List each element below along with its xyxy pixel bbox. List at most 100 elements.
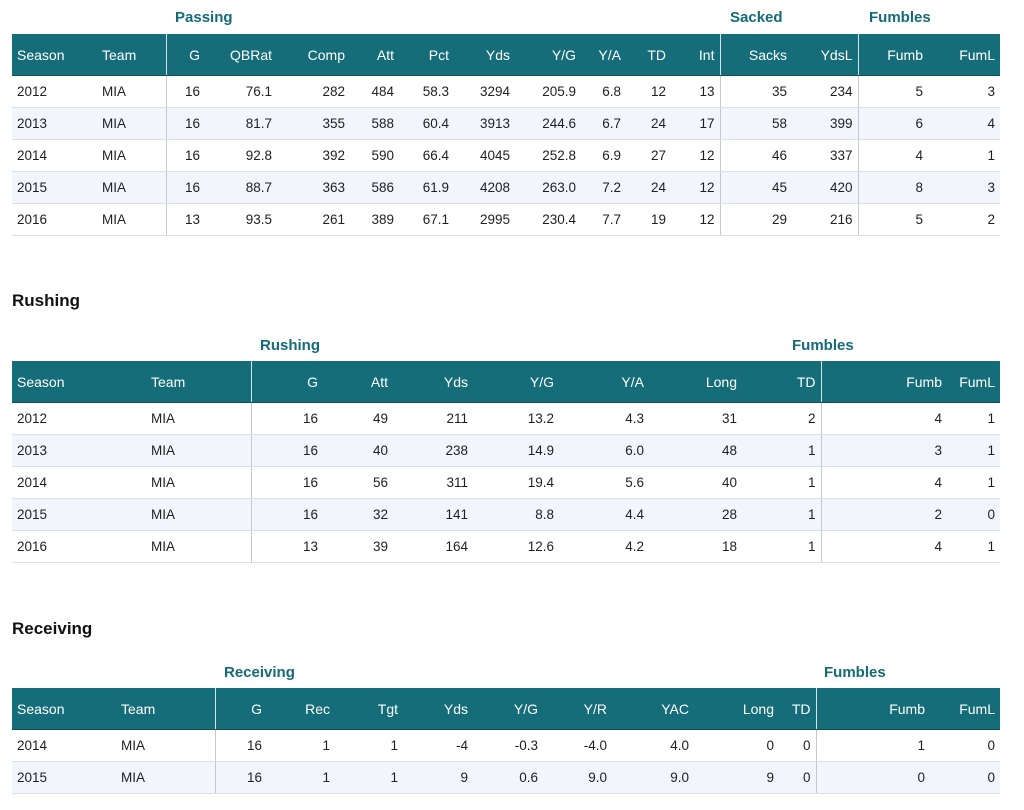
table-cell: 2 [820, 498, 947, 531]
group-label-receiving: Receiving [224, 664, 295, 681]
column-header-sacks[interactable]: Sacks [719, 34, 792, 76]
column-header-season[interactable]: Season [12, 688, 116, 730]
table-cell: 355 [277, 107, 350, 140]
group-label-fumbles: Fumbles [792, 337, 854, 354]
column-header-td[interactable]: TD [779, 688, 816, 730]
table-cell: 56 [323, 466, 393, 499]
column-header-fumb[interactable]: Fumb [815, 688, 930, 730]
column-header-fuml[interactable]: FumL [928, 34, 1000, 76]
table-cell: 28 [649, 498, 742, 531]
column-header-y-g[interactable]: Y/G [473, 688, 543, 730]
column-header-fuml[interactable]: FumL [930, 688, 1000, 730]
table-cell: 8 [857, 171, 928, 204]
group-label-fumbles: Fumbles [824, 664, 886, 681]
table-cell: -4 [403, 729, 473, 762]
table-cell: 13 [165, 203, 205, 236]
column-header-yds[interactable]: Yds [403, 688, 473, 730]
column-header-rec[interactable]: Rec [267, 688, 335, 730]
column-header-qbrat[interactable]: QBRat [205, 34, 277, 76]
table-cell: 244.6 [515, 107, 581, 140]
column-header-yac[interactable]: YAC [612, 688, 694, 730]
table-cell: 2014 [12, 139, 97, 172]
column-header-y-g[interactable]: Y/G [473, 361, 559, 403]
table-cell: 1 [742, 498, 821, 531]
table-cell: 2 [742, 402, 821, 435]
passing-header-row: Season Team G QBRat Comp Att Pct Yds Y/G Y/A TD Int… [12, 34, 1000, 76]
table-cell: 0 [930, 761, 1000, 794]
column-header-team[interactable]: Team [116, 688, 215, 730]
column-header-int[interactable]: Int [671, 34, 720, 76]
table-cell: MIA [146, 402, 251, 435]
table-cell: 24 [626, 171, 671, 204]
table-cell: 586 [350, 171, 399, 204]
table-cell: 5 [857, 75, 928, 108]
rushing-section-title: Rushing [12, 291, 80, 310]
table-cell: 8.8 [473, 498, 559, 531]
column-header-att[interactable]: Att [350, 34, 399, 76]
column-header-y-r[interactable]: Y/R [543, 688, 612, 730]
table-cell: 0 [815, 761, 930, 794]
column-header-team[interactable]: Team [97, 34, 166, 76]
column-header-long[interactable]: Long [649, 361, 742, 403]
table-row: 2014 MIA 16 56 311 19.4 5.6 40 1 4 1 [12, 466, 1000, 499]
column-header-td[interactable]: TD [742, 361, 821, 403]
table-row: 2012 MIA 16 49 211 13.2 4.3 31 2 4 1 [12, 402, 1000, 435]
column-header-yds[interactable]: Yds [454, 34, 515, 76]
column-header-att[interactable]: Att [323, 361, 393, 403]
column-header-season[interactable]: Season [12, 34, 97, 76]
table-cell: 4.3 [559, 402, 649, 435]
receiving-section-title: Receiving [12, 619, 93, 638]
table-cell: 76.1 [205, 75, 277, 108]
table-cell: 3294 [454, 75, 515, 108]
table-cell: 5.6 [559, 466, 649, 499]
column-header-comp[interactable]: Comp [277, 34, 350, 76]
table-cell: 590 [350, 139, 399, 172]
column-header-tgt[interactable]: Tgt [335, 688, 403, 730]
column-header-yds[interactable]: Yds [393, 361, 473, 403]
column-header-g[interactable]: G [214, 688, 267, 730]
table-cell: 45 [719, 171, 792, 204]
column-header-team[interactable]: Team [146, 361, 251, 403]
table-cell: 0 [947, 498, 1000, 531]
table-cell: 93.5 [205, 203, 277, 236]
table-cell: 3 [928, 75, 1000, 108]
column-header-fumb[interactable]: Fumb [820, 361, 947, 403]
column-header-long[interactable]: Long [694, 688, 779, 730]
column-header-g[interactable]: G [250, 361, 323, 403]
table-cell: 420 [792, 171, 858, 204]
table-cell: 399 [792, 107, 858, 140]
column-header-y-a[interactable]: Y/A [581, 34, 626, 76]
table-cell: 0 [779, 761, 816, 794]
table-cell: 9.0 [543, 761, 612, 794]
column-header-fumb[interactable]: Fumb [857, 34, 928, 76]
table-cell: 211 [393, 402, 473, 435]
table-cell: MIA [97, 75, 166, 108]
column-header-g[interactable]: G [165, 34, 205, 76]
table-cell: 230.4 [515, 203, 581, 236]
table-cell: 12 [671, 139, 720, 172]
table-cell: 58.3 [399, 75, 454, 108]
table-cell: 2015 [12, 761, 116, 794]
table-cell: 17 [671, 107, 720, 140]
column-header-fuml[interactable]: FumL [947, 361, 1000, 403]
column-header-pct[interactable]: Pct [399, 34, 454, 76]
receiving-section: Receiving Fumbles Season Team G Rec Tgt Yds Y/… [12, 657, 1000, 810]
column-header-season[interactable]: Season [12, 361, 146, 403]
table-cell: 16 [250, 498, 323, 531]
table-cell: 2015 [12, 171, 97, 204]
table-cell: 0 [694, 729, 779, 762]
column-header-td[interactable]: TD [626, 34, 671, 76]
column-header-ydsl[interactable]: YdsL [792, 34, 858, 76]
column-header-y-a[interactable]: Y/A [559, 361, 649, 403]
table-cell: 9 [403, 761, 473, 794]
receiving-header-row: Season Team G Rec Tgt Yds Y/G Y/R YAC Long TD Fumb F… [12, 688, 1000, 730]
table-cell: MIA [97, 139, 166, 172]
table-row: 2015 MIA 16 88.7 363 586 61.9 4208 263.0 7.2 24 12 4… [12, 171, 1000, 204]
table-cell: 9 [694, 761, 779, 794]
column-header-y-g[interactable]: Y/G [515, 34, 581, 76]
table-cell: 12 [671, 171, 720, 204]
table-cell: 238 [393, 434, 473, 467]
table-cell: 1 [947, 466, 1000, 499]
table-cell: 252.8 [515, 139, 581, 172]
table-cell: 60.4 [399, 107, 454, 140]
